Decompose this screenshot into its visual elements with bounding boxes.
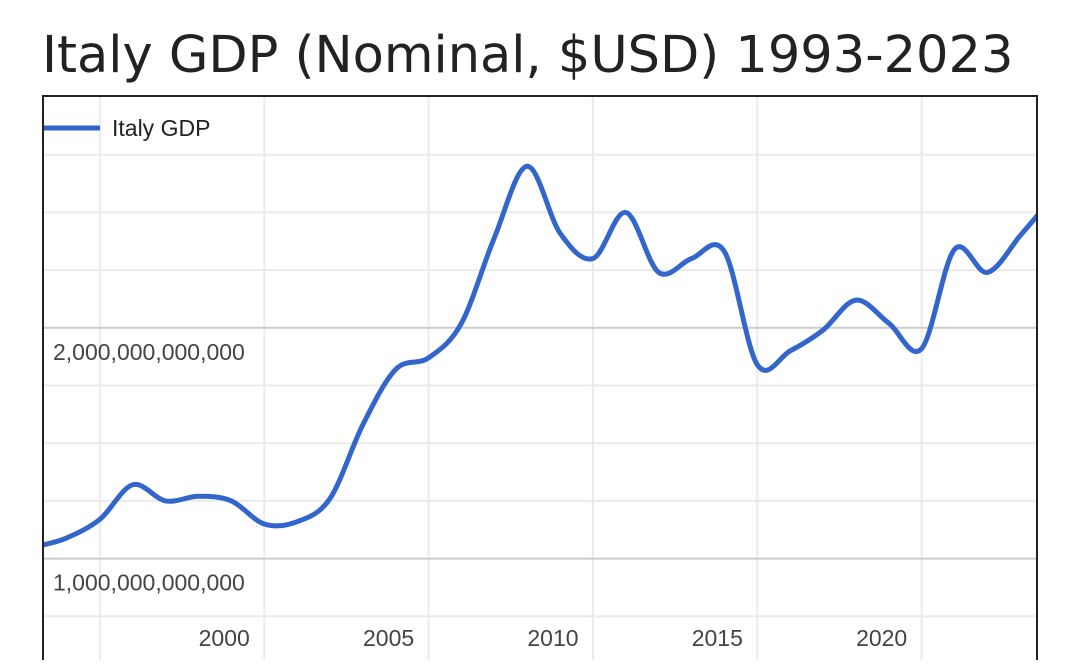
data-point <box>886 320 892 326</box>
data-point <box>984 269 990 275</box>
legend-label-italy-gdp: Italy GDP <box>112 115 210 141</box>
data-point <box>623 209 629 215</box>
data-point <box>557 230 563 236</box>
data-point <box>228 498 234 504</box>
x-tick-label-2015: 2015 <box>692 625 743 651</box>
x-tick-label-2020: 2020 <box>856 625 907 651</box>
line-chart: 1,000,000,000,000 2,000,000,000,000 2000 20… <box>44 97 1038 660</box>
data-point <box>163 498 169 504</box>
data-point <box>327 496 333 502</box>
data-point <box>1037 209 1038 215</box>
data-point <box>721 249 727 255</box>
data-point <box>952 246 958 252</box>
x-tick-label-2010: 2010 <box>527 625 578 651</box>
data-point <box>64 535 70 541</box>
x-tick-label-2000: 2000 <box>199 625 250 651</box>
data-point <box>426 355 432 361</box>
y-tick-label: 1,000,000,000,000 <box>53 570 245 596</box>
data-point <box>524 163 530 169</box>
data-point <box>393 366 399 372</box>
series-layer <box>44 163 1038 548</box>
data-point <box>130 482 136 488</box>
data-point <box>97 516 103 522</box>
data-point <box>820 327 826 333</box>
data-point <box>360 422 366 428</box>
data-point <box>1017 232 1023 238</box>
data-point <box>458 320 464 326</box>
legend: Italy GDP <box>44 115 210 141</box>
data-point <box>787 348 793 354</box>
data-point <box>261 521 267 527</box>
data-point <box>689 256 695 262</box>
tick-labels: 1,000,000,000,000 2,000,000,000,000 2000 20… <box>53 339 907 651</box>
data-point <box>853 297 859 303</box>
data-point <box>919 346 925 352</box>
data-point <box>294 519 300 525</box>
data-point <box>195 493 201 499</box>
series-line-italy-gdp <box>44 163 1036 548</box>
chart-title: Italy GDP (Nominal, $USD) 1993-2023 <box>42 26 1014 85</box>
data-point <box>590 256 596 262</box>
x-tick-label-2005: 2005 <box>363 625 414 651</box>
data-point <box>491 235 497 241</box>
gridlines <box>44 97 1036 660</box>
chart-area: 1,000,000,000,000 2,000,000,000,000 2000 20… <box>42 95 1038 660</box>
data-point <box>754 362 760 368</box>
data-point <box>656 269 662 275</box>
y-tick-label: 2,000,000,000,000 <box>53 339 245 365</box>
